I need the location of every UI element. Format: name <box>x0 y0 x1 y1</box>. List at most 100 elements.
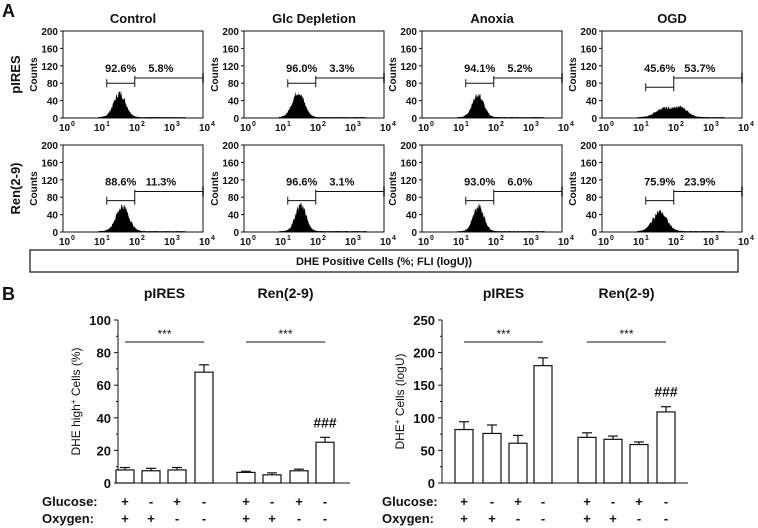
x-tick-exponent: 3 <box>176 235 180 242</box>
panel-label-a: A <box>2 1 15 21</box>
glucose-sign: + <box>242 494 250 509</box>
group-title: Ren(2-9) <box>257 285 313 301</box>
bar-chart: 0 20 40 60 80 100 DHE high+ Cells (%) pIRES Ren(… <box>42 285 350 526</box>
x-tick-label: 10 <box>199 237 211 248</box>
y-axis-label: DHE+ Cells (logU) <box>393 353 408 449</box>
row-label: pIRES <box>8 55 23 94</box>
bar-charts: 0 20 40 60 80 100 DHE high+ Cells (%) pIRES Ren(… <box>42 285 688 526</box>
x-tick-label: 10 <box>94 237 106 248</box>
glucose-sign: + <box>514 494 522 509</box>
glucose-sign: + <box>583 494 591 509</box>
oxygen-sign: + <box>147 511 155 526</box>
glucose-label: Glucose: <box>42 494 98 509</box>
glucose-sign: - <box>149 494 153 509</box>
oxygen-sign: + <box>488 511 496 526</box>
y-tick-label: 120 <box>222 176 239 187</box>
y-tick-label: 200 <box>41 141 58 152</box>
glucose-sign: - <box>541 494 545 509</box>
y-tick-label: 40 <box>406 97 418 108</box>
gate-high-percent: 23.9% <box>684 177 715 189</box>
glucose-sign: + <box>295 494 303 509</box>
y-tick-label: 200 <box>222 141 239 152</box>
y-tick-label: 160 <box>400 158 417 169</box>
x-tick-exponent: 0 <box>610 121 614 128</box>
y-tick-label: 200 <box>400 27 417 38</box>
bar <box>236 471 256 484</box>
bar <box>289 470 309 484</box>
x-tick-exponent: 0 <box>610 235 614 242</box>
oxygen-sign: - <box>516 511 520 526</box>
flow-histograms: Control Glc Depletion Anoxia OGD pIRES Ren(2-… <box>8 11 754 248</box>
gate-low-percent: 92.6% <box>105 63 136 75</box>
hash-marker: ### <box>654 384 678 400</box>
glucose-sign: + <box>635 494 643 509</box>
x-tick-exponent: 4 <box>570 235 574 242</box>
y-tick-label: 120 <box>400 62 417 73</box>
y-tick-label: 80 <box>228 193 240 204</box>
x-tick-label: 10 <box>310 237 322 248</box>
x-tick-exponent: 0 <box>71 235 75 242</box>
y-tick-label: 200 <box>222 27 239 38</box>
y-tick-label: 200 <box>580 141 597 152</box>
x-tick-exponent: 4 <box>211 121 215 128</box>
gate-high-percent: 3.3% <box>329 63 354 75</box>
x-tick-label: 10 <box>633 237 645 248</box>
y-tick-label: 80 <box>586 193 598 204</box>
histogram-trace <box>602 105 742 118</box>
y-tick-label: 0 <box>233 228 239 239</box>
gate-high-percent: 5.2% <box>507 63 532 75</box>
y-tick-label: 40 <box>586 97 598 108</box>
x-tick-exponent: 4 <box>392 235 396 242</box>
y-tick-label: 40 <box>228 211 240 222</box>
bar <box>141 470 161 484</box>
y-axis-label: Counts <box>210 57 221 92</box>
x-tick-exponent: 0 <box>252 235 256 242</box>
y-axis-label: DHE high+ Cells (%) <box>69 347 84 455</box>
x-tick-label: 10 <box>738 237 750 248</box>
gate-low-percent: 93.0% <box>464 177 495 189</box>
x-tick-exponent: 2 <box>322 235 326 242</box>
bar <box>629 443 649 484</box>
x-tick-label: 10 <box>310 123 322 134</box>
x-tick-exponent: 2 <box>141 235 145 242</box>
y-tick-label: 160 <box>222 44 239 55</box>
x-tick-exponent: 3 <box>715 235 719 242</box>
x-tick-exponent: 4 <box>750 121 754 128</box>
x-tick-label: 10 <box>380 237 392 248</box>
x-tick-label: 10 <box>598 237 610 248</box>
x-tick-exponent: 1 <box>465 121 469 128</box>
histogram-trace <box>244 91 384 118</box>
histogram-trace <box>63 90 203 118</box>
y-tick-label: 0 <box>52 228 58 239</box>
x-tick-label: 10 <box>345 237 357 248</box>
bar <box>115 469 135 484</box>
y-tick-label: 120 <box>222 62 239 73</box>
y-tick-label: 120 <box>400 176 417 187</box>
y-tick-label: 50 <box>421 443 435 458</box>
gate-high-percent: 6.0% <box>507 177 532 189</box>
y-tick-label: 200 <box>580 27 597 38</box>
column-title: Control <box>110 11 156 26</box>
group-title: pIRES <box>144 285 185 301</box>
x-tick-label: 10 <box>738 123 750 134</box>
x-tick-exponent: 3 <box>357 121 361 128</box>
x-tick-exponent: 1 <box>645 121 649 128</box>
y-tick-label: 160 <box>580 158 597 169</box>
y-tick-label: 40 <box>47 97 59 108</box>
glucose-sign: - <box>270 494 274 509</box>
x-tick-exponent: 3 <box>535 235 539 242</box>
bar <box>533 365 553 484</box>
y-tick-label: 160 <box>580 44 597 55</box>
x-tick-label: 10 <box>558 237 570 248</box>
y-tick-label: 120 <box>41 62 58 73</box>
x-tick-label: 10 <box>59 123 71 134</box>
significance-stars: *** <box>496 327 510 341</box>
gate-low-percent: 94.1% <box>464 63 495 75</box>
oxygen-sign: + <box>121 511 129 526</box>
y-axis-label: Counts <box>29 57 40 92</box>
x-tick-label: 10 <box>453 123 465 134</box>
y-tick-label: 80 <box>228 79 240 90</box>
glucose-label: Glucose: <box>382 494 438 509</box>
y-tick-label: 100 <box>413 411 435 426</box>
